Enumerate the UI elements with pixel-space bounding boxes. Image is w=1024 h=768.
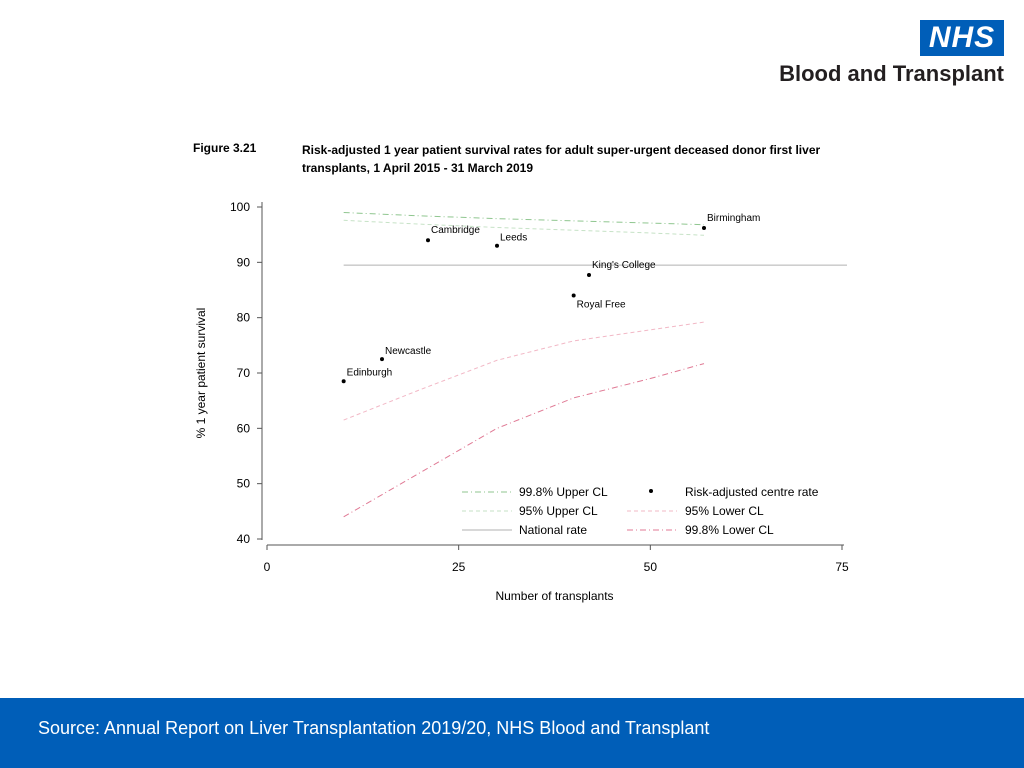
y-tick-label: 90 (237, 255, 251, 269)
y-tick-label: 100 (230, 200, 250, 214)
centre-label: King's College (592, 260, 656, 271)
legend-label: 95% Lower CL (685, 504, 764, 518)
legend-label: 99.8% Lower CL (685, 523, 774, 537)
x-axis-label: Number of transplants (495, 589, 613, 603)
centre-point (571, 293, 576, 298)
legend-symbol-centre-rate (649, 489, 653, 493)
figure-title: Risk-adjusted 1 year patient survival ra… (302, 143, 821, 175)
legend-label: National rate (519, 523, 587, 537)
nhs-logo-box: NHS (920, 20, 1004, 56)
logo-subtitle: Blood and Transplant (779, 61, 1004, 86)
x-tick-label: 25 (452, 560, 466, 574)
centre-point (426, 238, 430, 243)
source-note: Source: Annual Report on Liver Transplan… (38, 718, 710, 738)
x-tick-label: 75 (835, 560, 849, 574)
centre-point (380, 357, 384, 362)
x-tick-label: 0 (264, 560, 271, 574)
centre-point (495, 243, 499, 248)
centre-label: Edinburgh (347, 367, 393, 378)
legend-label: Risk-adjusted centre rate (685, 485, 819, 499)
y-tick-label: 40 (237, 532, 251, 546)
figure-label: Figure 3.21 (193, 141, 257, 155)
legend-label: 99.8% Upper CL (519, 485, 608, 499)
y-tick-label: 80 (237, 311, 251, 325)
series-line-99-8-lower-cl (343, 363, 705, 518)
series-line-95-upper-cl (343, 219, 705, 236)
legend-label: 95% Upper CL (519, 504, 598, 518)
y-tick-label: 70 (237, 366, 251, 380)
series-line-99-8-upper-cl (343, 212, 705, 226)
footer-bar: Source: Annual Report on Liver Transplan… (0, 698, 1024, 768)
centre-label: Birmingham (707, 213, 760, 224)
y-tick-label: 60 (237, 421, 251, 435)
centre-label: Newcastle (385, 346, 432, 357)
y-axis-label: % 1 year patient survival (194, 308, 208, 439)
nhs-blood-and-transplant-logo: NHS Blood and Transplant (764, 20, 1004, 90)
centre-label: Leeds (500, 233, 527, 244)
centre-label: Cambridge (431, 225, 480, 236)
centre-label: Royal Free (577, 300, 626, 311)
centre-point (587, 273, 591, 278)
centre-point (341, 379, 346, 384)
centre-point (702, 226, 706, 231)
y-tick-label: 50 (237, 477, 251, 491)
x-tick-label: 50 (644, 560, 658, 574)
series-line-95-lower-cl (343, 321, 705, 421)
funnel-plot: 40 50 60 70 80 90 100 0 25 50 75 Number of transpla… (194, 200, 849, 603)
